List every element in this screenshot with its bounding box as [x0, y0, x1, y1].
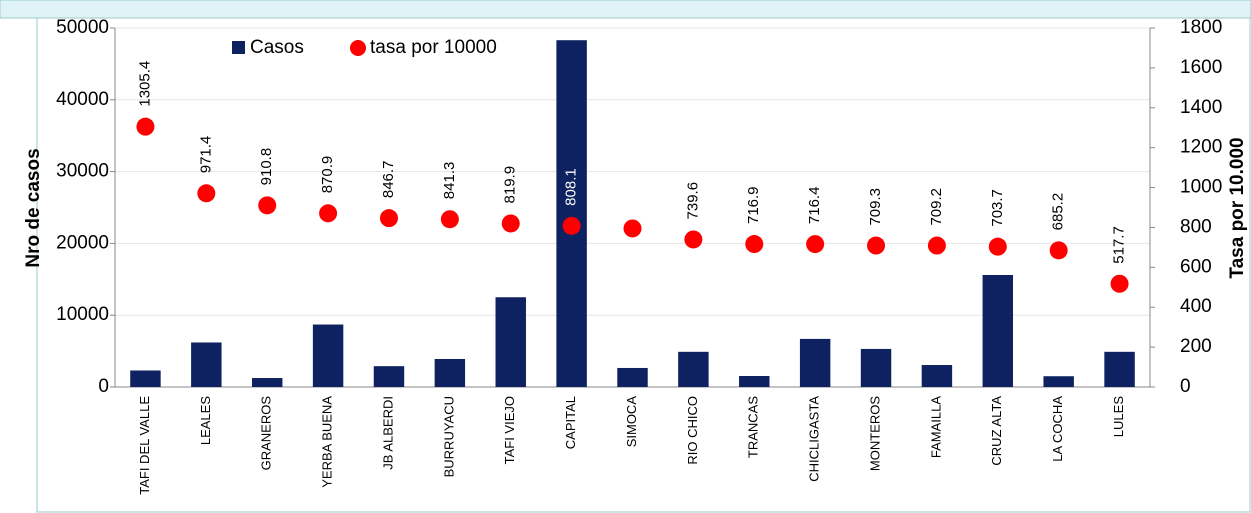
bar — [434, 358, 466, 387]
bar — [373, 366, 405, 387]
value-label: 709.3 — [867, 188, 884, 226]
dot — [745, 235, 764, 254]
dot — [867, 236, 886, 255]
dot — [1110, 274, 1129, 293]
value-label: 709.2 — [928, 188, 945, 226]
bar — [495, 297, 526, 387]
y2-tick-label: 1200 — [1180, 137, 1222, 158]
dot — [501, 214, 520, 233]
dot — [684, 230, 703, 249]
value-label: 1305.4 — [136, 61, 153, 107]
value-label: 739.6 — [684, 182, 701, 220]
bar — [982, 274, 1014, 387]
x-tick-label: SIMOCA — [624, 396, 639, 448]
value-label: 517.7 — [1111, 226, 1128, 264]
y2-tick-label: 1800 — [1180, 17, 1222, 38]
y-tick-label: 40000 — [56, 89, 109, 110]
y2-tick-label: 600 — [1180, 256, 1212, 277]
bar — [130, 370, 161, 387]
dot — [988, 237, 1007, 256]
dot — [927, 236, 946, 255]
legend-label: Casos — [250, 37, 304, 58]
dot — [562, 216, 581, 235]
x-tick-label: TAFI VIEJO — [502, 396, 517, 464]
y2-axis-title: Tasa por 10.000 — [1227, 137, 1248, 278]
x-tick-label: CRUZ ALTA — [989, 396, 1004, 466]
x-tick-label: MONTEROS — [867, 396, 882, 471]
legend-swatch — [350, 40, 366, 56]
value-label: 703.7 — [989, 189, 1006, 227]
bar — [678, 351, 709, 387]
bar — [799, 338, 831, 387]
value-label: 808.1 — [563, 168, 580, 206]
dot — [197, 184, 216, 203]
bar — [617, 367, 648, 387]
y-tick-label: 20000 — [56, 232, 109, 253]
x-tick-label: TRANCAS — [746, 396, 761, 458]
bar — [312, 324, 344, 387]
bar — [860, 348, 892, 387]
dot — [136, 117, 155, 136]
dot — [258, 196, 277, 215]
dot — [319, 204, 338, 223]
y-tick-label: 50000 — [56, 17, 109, 38]
bar — [556, 40, 587, 388]
dot — [623, 219, 642, 238]
x-tick-label: CAPITAL — [563, 396, 578, 449]
x-tick-label: LA COCHA — [1050, 396, 1065, 462]
x-tick-label: TAFI DEL VALLE — [137, 396, 152, 495]
x-tick-label: RIO CHICO — [685, 396, 700, 465]
y2-tick-label: 1000 — [1180, 177, 1222, 198]
value-label: 819.9 — [502, 166, 519, 204]
legend-swatch — [232, 41, 245, 54]
bar — [191, 342, 222, 387]
header-strip — [0, 0, 1251, 19]
y-tick-label: 0 — [98, 376, 109, 397]
x-tick-label: CHICLIGASTA — [807, 396, 822, 482]
bar — [921, 365, 953, 387]
value-label: 841.3 — [441, 162, 458, 200]
y-axis-title: Nro de casos — [23, 148, 44, 267]
dot — [1049, 241, 1068, 260]
dot — [806, 235, 825, 254]
value-label: 846.7 — [380, 161, 397, 199]
value-label: 910.8 — [258, 148, 275, 186]
y2-tick-label: 800 — [1180, 216, 1212, 237]
y2-tick-label: 1400 — [1180, 97, 1222, 118]
value-label: 971.4 — [197, 136, 214, 174]
y2-tick-label: 0 — [1180, 376, 1191, 397]
bar — [739, 376, 770, 387]
y-tick-label: 10000 — [56, 304, 109, 325]
x-tick-label: LULES — [1111, 396, 1126, 438]
y2-tick-label: 1600 — [1180, 57, 1222, 78]
x-tick-label: JB ALBERDI — [380, 396, 395, 470]
bar — [1043, 376, 1074, 387]
dot — [379, 209, 398, 228]
y-tick-label: 30000 — [56, 161, 109, 182]
x-tick-label: GRANEROS — [259, 396, 274, 471]
x-tick-label: FAMAILLA — [928, 396, 943, 458]
value-label: 870.9 — [319, 156, 336, 194]
x-tick-label: YERBA BUENA — [320, 396, 335, 488]
x-tick-label: LEALES — [198, 396, 213, 445]
bar — [1104, 351, 1135, 387]
y2-tick-label: 200 — [1180, 336, 1212, 357]
value-label: 716.4 — [806, 187, 823, 225]
frame — [36, 17, 1251, 513]
legend-label: tasa por 10000 — [370, 37, 497, 58]
x-tick-label: BURRUYACU — [441, 396, 456, 477]
value-label: 685.2 — [1050, 193, 1067, 231]
value-label: 716.9 — [745, 186, 762, 224]
dot — [440, 210, 459, 229]
bar — [251, 378, 283, 387]
y2-tick-label: 400 — [1180, 296, 1212, 317]
